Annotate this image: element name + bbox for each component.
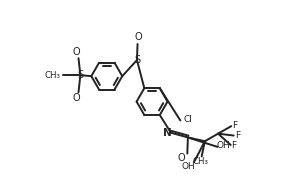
Text: CH₃: CH₃ (193, 157, 209, 166)
Text: O: O (178, 153, 185, 163)
Text: O: O (134, 32, 142, 43)
Text: F: F (232, 121, 237, 130)
Text: OH: OH (181, 162, 195, 171)
Text: Cl: Cl (183, 115, 192, 124)
Text: S: S (134, 55, 140, 65)
Text: F: F (235, 131, 240, 140)
Text: F: F (232, 141, 237, 150)
Text: O: O (73, 47, 80, 57)
Text: S: S (77, 70, 84, 80)
Text: CH₃: CH₃ (44, 71, 60, 80)
Text: N: N (163, 128, 172, 138)
Text: OH: OH (216, 141, 230, 150)
Text: O: O (73, 93, 80, 103)
